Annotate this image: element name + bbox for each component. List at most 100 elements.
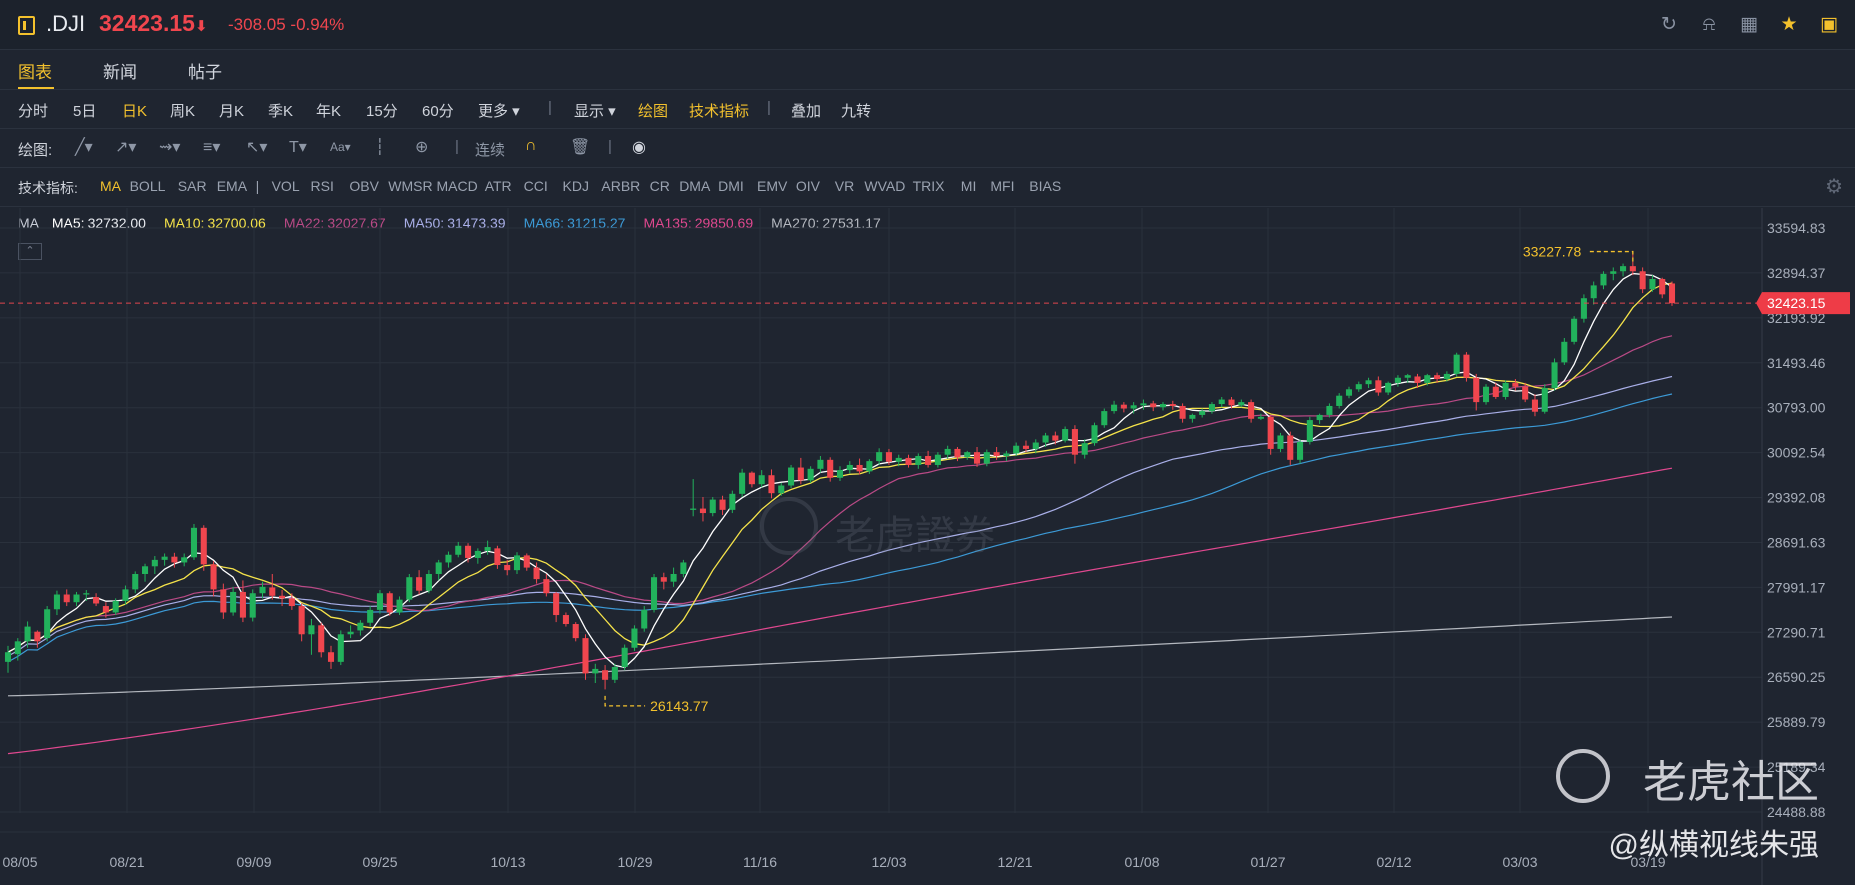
candle-body bbox=[327, 652, 335, 662]
candle-body bbox=[1326, 405, 1333, 415]
watchlist-icon[interactable] bbox=[18, 16, 35, 35]
x-tick-label: 12/03 bbox=[871, 854, 906, 870]
indicator-cr[interactable]: CR bbox=[649, 178, 670, 194]
chart-watermark-text: 老虎證券 bbox=[835, 514, 995, 558]
candle-body bbox=[181, 557, 188, 563]
candle-body bbox=[298, 606, 305, 635]
y-tick-label: 27991.17 bbox=[1767, 579, 1826, 595]
tab-posts[interactable]: 帖子 bbox=[188, 63, 222, 82]
period-5d[interactable]: 5日 bbox=[73, 103, 97, 120]
candle-body bbox=[190, 527, 198, 558]
candlestick-chart[interactable]: 33594.83 32894.37 32193.92 31493.46 30793.00… bbox=[0, 208, 1855, 885]
candle-body bbox=[1277, 435, 1284, 449]
period-weekly[interactable]: 周K bbox=[170, 103, 196, 120]
indicator-mfi[interactable]: MFI bbox=[990, 178, 1015, 194]
indicator-oiv[interactable]: OIV bbox=[795, 178, 821, 194]
candle-body bbox=[230, 591, 237, 613]
candle-body bbox=[220, 589, 227, 613]
indicator-macd[interactable]: MACD bbox=[436, 178, 478, 194]
symbol-name: .DJI bbox=[46, 11, 86, 36]
candle-body bbox=[690, 508, 697, 510]
indicator-mi[interactable]: MI bbox=[960, 178, 977, 194]
indicator-dmi[interactable]: DMI bbox=[718, 178, 744, 194]
ma-value: 27531.17 bbox=[822, 215, 881, 231]
measure-tool-icon[interactable]: ┆ bbox=[375, 139, 385, 156]
panel-icon[interactable]: ▣ bbox=[1820, 14, 1838, 35]
magnet-icon[interactable]: ∩ bbox=[525, 137, 537, 154]
display-menu[interactable]: 显示 ▾ bbox=[574, 103, 616, 120]
period-60min[interactable]: 60分 bbox=[422, 103, 454, 120]
candle-body bbox=[1610, 271, 1617, 274]
indicator-vol[interactable]: VOL bbox=[271, 178, 300, 194]
indicator-arbr[interactable]: ARBR bbox=[601, 178, 641, 194]
indicator-trix[interactable]: TRIX bbox=[912, 178, 945, 194]
candle-body bbox=[1179, 405, 1186, 419]
indicator-wmsr[interactable]: WMSR bbox=[388, 178, 433, 194]
polyline-tool-icon[interactable]: ↗▾ bbox=[115, 139, 137, 156]
indicator-atr[interactable]: ATR bbox=[484, 178, 512, 194]
candle-body bbox=[474, 550, 481, 558]
indicator-emv[interactable]: EMV bbox=[757, 178, 788, 194]
tab-news[interactable]: 新闻 bbox=[103, 63, 137, 82]
line-tool-icon[interactable]: ╱▾ bbox=[75, 139, 93, 156]
candle-body bbox=[376, 593, 383, 610]
path-tool-icon[interactable]: ⇝▾ bbox=[159, 139, 181, 156]
indicator-wvad[interactable]: WVAD bbox=[864, 178, 906, 194]
nine-turn-button[interactable]: 九转 bbox=[841, 103, 872, 120]
separator: | bbox=[608, 138, 612, 155]
candle-body bbox=[161, 556, 168, 560]
period-daily[interactable]: 日K bbox=[122, 103, 148, 120]
period-intraday[interactable]: 分时 bbox=[18, 103, 49, 120]
period-quarterly[interactable]: 季K bbox=[268, 103, 294, 120]
indicator-obv[interactable]: OBV bbox=[349, 178, 379, 194]
collapse-legend-button[interactable]: ⌃ bbox=[18, 243, 42, 260]
indicator-rsi[interactable]: RSI bbox=[310, 178, 334, 194]
y-tick-label: 30793.00 bbox=[1767, 400, 1826, 416]
period-monthly[interactable]: 月K bbox=[219, 103, 245, 120]
text-tool-icon[interactable]: T▾ bbox=[289, 139, 307, 156]
candle-body bbox=[944, 448, 951, 455]
period-more[interactable]: 更多 ▾ bbox=[478, 103, 520, 120]
candle-body bbox=[1531, 399, 1538, 412]
draw-toggle[interactable]: 绘图 bbox=[638, 103, 669, 120]
font-tool-icon[interactable]: Aa▾ bbox=[330, 140, 351, 154]
period-15min[interactable]: 15分 bbox=[366, 103, 398, 120]
grid-icon[interactable]: ▦ bbox=[1740, 14, 1758, 35]
candle-body bbox=[1541, 388, 1548, 412]
trash-icon[interactable]: 🗑 bbox=[570, 139, 591, 156]
indicator-cci[interactable]: CCI bbox=[523, 178, 548, 194]
continuous-toggle[interactable]: 连续 bbox=[475, 142, 506, 159]
refresh-icon[interactable]: ↻ bbox=[1661, 14, 1677, 35]
candle-body bbox=[396, 599, 403, 613]
gear-icon[interactable]: ⚙ bbox=[1825, 176, 1843, 198]
candle-body bbox=[1287, 435, 1294, 460]
candle-body bbox=[905, 457, 912, 465]
indicator-kdj[interactable]: KDJ bbox=[562, 178, 589, 194]
bell-icon[interactable]: ⍾ bbox=[1702, 14, 1716, 35]
period-yearly[interactable]: 年K bbox=[316, 103, 342, 120]
star-icon[interactable]: ★ bbox=[1780, 14, 1798, 35]
candle-body bbox=[1228, 399, 1235, 406]
last-price-label: 32423.15 bbox=[1767, 295, 1826, 311]
indicator-sar[interactable]: SAR bbox=[177, 178, 207, 194]
indicator-dma[interactable]: DMA bbox=[679, 178, 711, 194]
x-tick-label: 09/25 bbox=[362, 854, 397, 870]
tab-chart[interactable]: 图表 bbox=[18, 63, 52, 82]
zoom-icon[interactable]: ⊕ bbox=[415, 139, 429, 156]
parallel-lines-icon[interactable]: ≡▾ bbox=[203, 139, 221, 156]
candle-body bbox=[650, 577, 658, 610]
indicators-toggle[interactable]: 技术指标 bbox=[689, 103, 750, 120]
indicator-ema[interactable]: EMA bbox=[216, 178, 248, 194]
arrow-tool-icon[interactable]: ↖▾ bbox=[246, 139, 268, 156]
candle-body bbox=[4, 652, 12, 662]
candle-body bbox=[1081, 443, 1088, 455]
indicator-boll[interactable]: BOLL bbox=[129, 178, 166, 194]
y-tick-label: 30092.54 bbox=[1767, 445, 1826, 461]
indicator-vr[interactable]: VR bbox=[834, 178, 855, 194]
candle-body bbox=[523, 555, 530, 568]
candle-body bbox=[778, 485, 785, 494]
eye-icon[interactable]: ◉ bbox=[632, 139, 646, 156]
indicator-ma[interactable]: MA bbox=[100, 178, 121, 194]
indicator-bias[interactable]: BIAS bbox=[1029, 178, 1062, 194]
overlay-button[interactable]: 叠加 bbox=[791, 103, 822, 120]
